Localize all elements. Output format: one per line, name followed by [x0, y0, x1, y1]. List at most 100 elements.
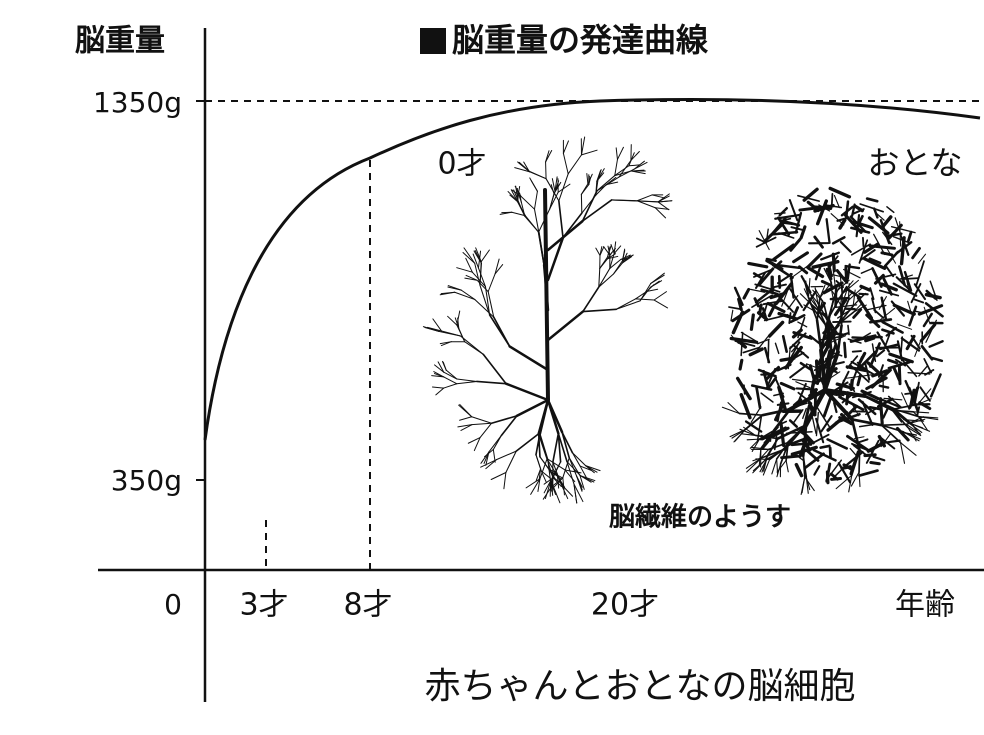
y-tick-label: 350g	[111, 464, 182, 497]
fiber	[615, 147, 618, 160]
fiber	[511, 189, 522, 197]
fiber	[539, 433, 549, 462]
fiber	[805, 448, 820, 462]
fiber	[616, 146, 624, 160]
fiber	[825, 462, 832, 483]
fiber	[866, 304, 887, 311]
fiber	[596, 172, 605, 182]
infant-neuron	[422, 136, 673, 504]
fiber	[879, 343, 899, 351]
fiber	[550, 481, 557, 495]
fiber	[579, 474, 595, 483]
fiber	[873, 207, 879, 219]
fiber	[850, 418, 861, 452]
fiber	[779, 421, 786, 447]
fiber	[754, 336, 769, 354]
fiber	[815, 411, 819, 437]
fiber	[628, 164, 641, 167]
fiber	[823, 388, 867, 398]
fiber	[766, 437, 779, 457]
fiber	[607, 255, 619, 260]
fiber	[808, 364, 817, 384]
fiber	[849, 378, 854, 391]
fiber	[778, 207, 789, 217]
fiber	[823, 267, 833, 284]
fiber	[438, 330, 462, 337]
fiber	[853, 304, 867, 313]
fiber	[746, 438, 761, 441]
fiber	[537, 231, 545, 266]
fiber	[792, 306, 800, 318]
fiber	[443, 376, 458, 385]
fiber	[895, 276, 912, 292]
fiber	[568, 457, 578, 477]
fiber	[846, 263, 851, 281]
fiber	[557, 432, 568, 463]
fiber	[894, 358, 907, 367]
fiber	[586, 173, 589, 185]
fiber	[727, 402, 741, 415]
fiber	[912, 411, 924, 422]
fiber	[744, 414, 764, 431]
fiber	[488, 434, 502, 453]
fiber	[494, 264, 504, 275]
fiber	[805, 476, 809, 494]
fiber	[771, 458, 778, 475]
fiber	[771, 230, 799, 236]
fiber	[728, 306, 743, 311]
fiber	[737, 297, 743, 312]
fiber	[782, 221, 794, 226]
fiber	[479, 284, 491, 316]
fiber	[558, 173, 569, 202]
fiber	[650, 274, 665, 284]
fiber	[731, 310, 745, 335]
fiber	[850, 401, 860, 417]
fiber	[554, 176, 558, 192]
fiber	[777, 264, 801, 270]
fiber	[908, 305, 918, 327]
fiber	[646, 288, 659, 292]
fiber	[447, 285, 462, 291]
fiber	[888, 352, 914, 364]
fiber	[733, 286, 744, 306]
fiber	[579, 465, 587, 478]
fiber	[580, 149, 598, 156]
fiber	[424, 326, 440, 332]
fiber	[794, 211, 803, 234]
fiber	[756, 338, 770, 345]
fiber	[657, 195, 670, 203]
fiber	[871, 297, 877, 314]
fiber	[871, 267, 883, 288]
fiber	[826, 438, 848, 450]
fiber	[752, 455, 768, 462]
fiber	[856, 214, 864, 228]
fiber	[552, 432, 560, 463]
fiber	[777, 385, 788, 413]
fiber	[863, 394, 895, 412]
title: 脳重量の発達曲線	[452, 21, 709, 59]
fiber	[878, 397, 902, 409]
fiber	[806, 288, 819, 304]
fiber	[810, 303, 830, 321]
fiber	[851, 442, 874, 454]
fiber	[924, 369, 935, 376]
fiber	[549, 191, 559, 210]
fiber	[802, 455, 808, 478]
fiber	[510, 189, 519, 203]
fiber	[473, 437, 481, 452]
fiber	[804, 388, 827, 428]
fiber	[798, 206, 817, 212]
fiber	[850, 364, 870, 383]
fiber	[907, 426, 922, 437]
fiber	[763, 303, 768, 313]
fiber	[581, 199, 613, 222]
fiber	[910, 283, 922, 304]
fiber	[908, 386, 920, 409]
fiber	[856, 374, 862, 387]
fiber	[546, 236, 565, 282]
fiber	[770, 426, 790, 439]
fiber	[776, 423, 808, 440]
fiber	[822, 281, 844, 295]
fiber	[730, 309, 734, 322]
fiber	[740, 331, 757, 342]
